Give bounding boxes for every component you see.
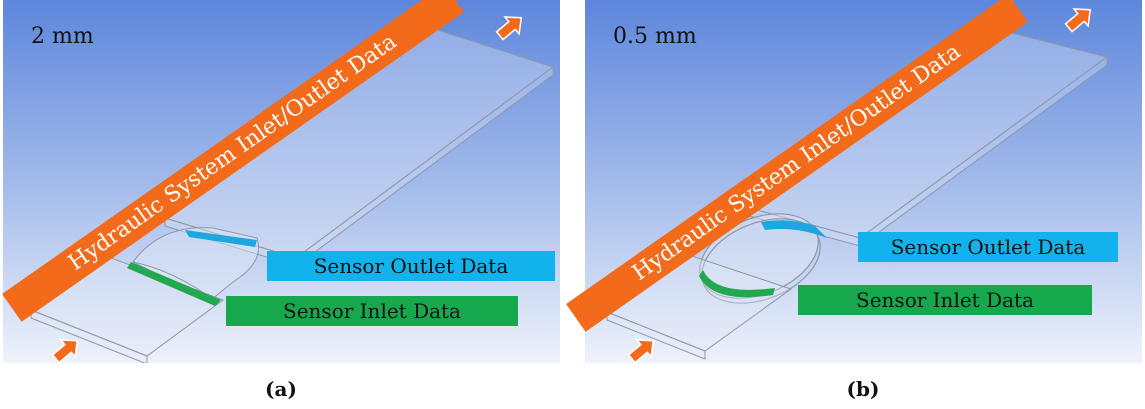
sensor-outlet-face [761, 220, 827, 238]
size-label: 0.5 mm [613, 24, 697, 49]
sensor-outlet-label: Sensor Outlet Data [267, 251, 555, 281]
outlet-flow-arrow-icon [495, 16, 523, 41]
panel-b: 0.5 mm Hydraulic System Inlet/Outlet Dat… [566, 0, 1142, 363]
panel-a: 2 mm Hydraulic System Inlet/Outlet Data … [2, 0, 560, 363]
size-label: 2 mm [31, 24, 94, 49]
caption-a: (a) [265, 377, 297, 401]
inlet-flow-arrow-icon [627, 339, 655, 363]
sensor-outlet-face [185, 230, 257, 247]
caption-b: (b) [846, 377, 880, 401]
inlet-channel [605, 254, 793, 360]
sensor-inlet-label: Sensor Inlet Data [226, 296, 518, 326]
sensor-inlet-face [127, 262, 221, 306]
inlet-flow-arrow-icon [51, 339, 79, 363]
sensor-inlet-label: Sensor Inlet Data [798, 285, 1092, 315]
outlet-flow-arrow-icon [1064, 8, 1092, 33]
sensor-inlet-face [699, 270, 775, 298]
sensor-outlet-label: Sensor Outlet Data [858, 232, 1118, 262]
